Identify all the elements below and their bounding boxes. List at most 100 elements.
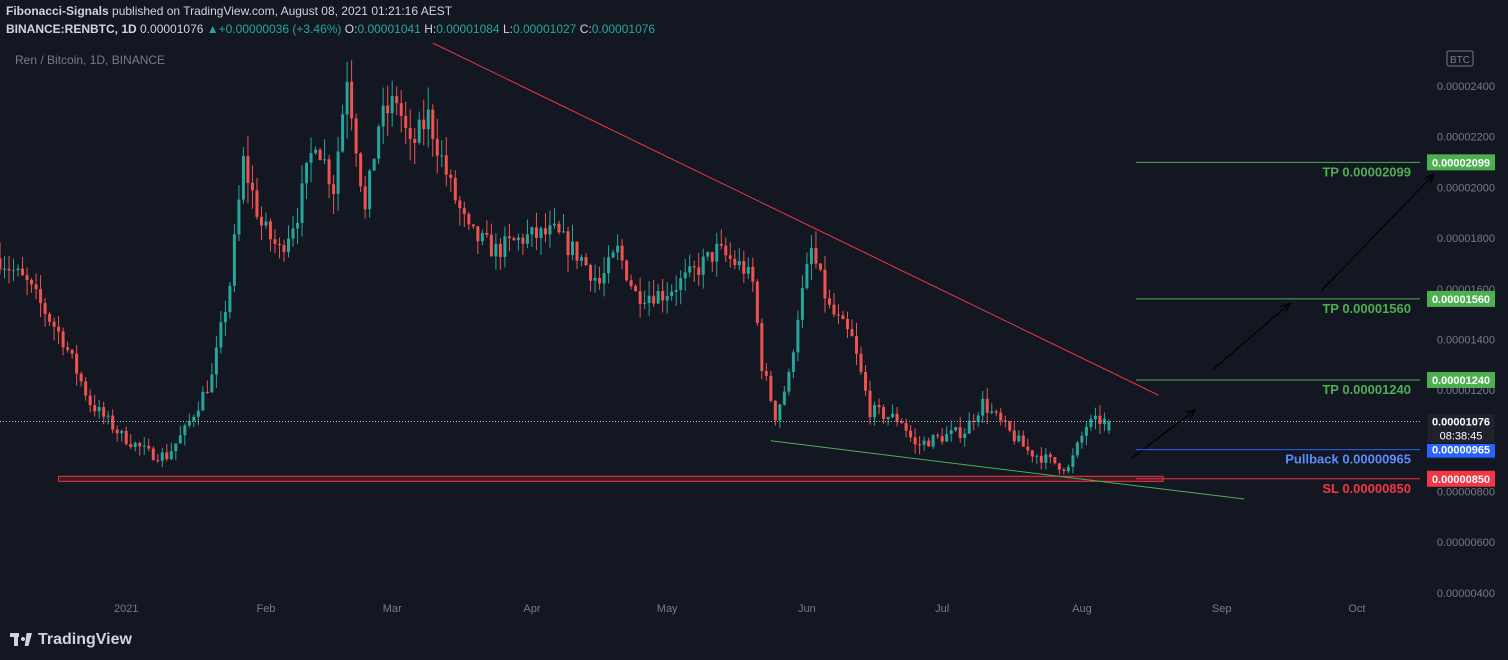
candle-body <box>751 266 755 282</box>
candle-body <box>79 373 83 382</box>
candle-body <box>187 420 191 426</box>
resistance-trendline[interactable] <box>432 43 1159 396</box>
candle-body <box>142 445 146 447</box>
candle-body <box>485 232 489 235</box>
candle-body <box>390 96 394 114</box>
candle-body <box>994 411 998 413</box>
candle-body <box>241 156 245 200</box>
target-arrow[interactable] <box>1212 304 1290 371</box>
candle-body <box>201 391 205 411</box>
x-tick-label: Aug <box>1072 603 1092 615</box>
candle-body <box>417 119 421 143</box>
open-label: O: <box>344 22 358 36</box>
candle-body <box>873 405 877 418</box>
candle-body <box>1089 419 1093 427</box>
tradingview-brand[interactable]: TradingView <box>10 631 132 649</box>
candle-body <box>102 407 106 417</box>
candle-body <box>422 119 426 130</box>
level-label: TP 0.00002099 <box>1322 164 1411 179</box>
candle-body <box>674 290 678 292</box>
author-name[interactable]: Fibonacci-Signals <box>6 4 109 18</box>
candle-body <box>814 248 818 264</box>
target-arrow[interactable] <box>1131 410 1194 459</box>
close-label: C: <box>579 22 592 36</box>
candle-body <box>539 228 543 239</box>
candle-body <box>426 109 430 130</box>
candle-body <box>129 444 133 447</box>
candle-body <box>543 228 547 235</box>
candle-body <box>922 440 926 445</box>
price-chart[interactable]: TP 0.00002099 TP 0.00001560 TP 0.00001240 P… <box>0 43 1508 625</box>
candle-body <box>345 81 349 115</box>
candle-body <box>377 126 381 159</box>
candle-body <box>967 420 971 434</box>
candle-body <box>503 236 507 257</box>
candle-body <box>1021 435 1025 447</box>
x-axis: 2021 Feb Mar Apr May Jun Jul Aug Sep Oct <box>114 603 1365 615</box>
candle-body <box>255 190 259 217</box>
candle-body <box>404 115 408 128</box>
candle-body <box>827 298 831 305</box>
candle-body <box>507 236 511 239</box>
target-arrow[interactable] <box>1320 175 1434 292</box>
low-label: L: <box>502 22 513 36</box>
candle-body <box>679 278 683 291</box>
candle-body <box>985 398 989 413</box>
candle-body <box>192 416 196 421</box>
candle-body <box>809 248 813 265</box>
candle-body <box>327 159 331 185</box>
last-price: 0.00001076 <box>140 22 204 36</box>
candle-body <box>764 371 768 376</box>
candle-body <box>692 266 696 268</box>
candle-body <box>746 266 750 274</box>
candle-body <box>571 241 575 256</box>
candle-body <box>1075 442 1079 456</box>
candle-body <box>805 264 809 288</box>
candle-body <box>1107 421 1111 431</box>
candle-body <box>106 415 110 417</box>
candle-body <box>174 443 178 452</box>
candle-body <box>877 405 881 408</box>
candle-body <box>737 261 741 266</box>
candle-body <box>259 216 263 226</box>
candle-body <box>710 252 714 262</box>
candle-body <box>697 267 701 275</box>
candle-body <box>282 245 286 252</box>
x-tick-label: 2021 <box>114 603 138 615</box>
candle-body <box>84 381 88 396</box>
price-badge <box>1427 371 1495 388</box>
support-trendline[interactable] <box>770 440 1245 500</box>
candle-body <box>408 127 412 139</box>
price-badge <box>1427 154 1495 171</box>
support-zone <box>58 475 1164 482</box>
candle-body <box>918 444 922 446</box>
candle-body <box>1098 415 1102 425</box>
support-zone-rect[interactable] <box>58 475 1164 482</box>
y-tick-label: 0.00001200 <box>1437 385 1495 397</box>
bar-countdown-label: 08:38:45 <box>1440 431 1483 443</box>
candle-body <box>990 411 994 413</box>
candle-body <box>728 255 732 259</box>
candle-body <box>818 263 822 270</box>
candle-body <box>178 435 182 444</box>
level-label: SL 0.00000850 <box>1322 481 1411 496</box>
candle-body <box>323 159 327 161</box>
chart-title: Ren / Bitcoin, 1D, BINANCE <box>15 53 165 67</box>
candle-body <box>1008 421 1012 431</box>
candle-body <box>471 224 475 227</box>
x-tick-label: May <box>657 603 678 615</box>
currency-badge-frame[interactable] <box>1446 50 1474 67</box>
candle-body <box>453 177 457 201</box>
price-badge <box>1427 290 1495 307</box>
price-badge-label: 0.00000965 <box>1432 445 1490 457</box>
candle-body <box>864 372 868 391</box>
level-label: TP 0.00001560 <box>1322 301 1411 316</box>
candle-body <box>25 275 29 280</box>
x-tick-label: Feb <box>256 603 275 615</box>
candle-body <box>1030 450 1034 457</box>
candle-body <box>652 295 656 304</box>
candle-body <box>133 442 137 447</box>
x-tick-label: Mar <box>383 603 402 615</box>
candle-body <box>1053 457 1057 464</box>
y-tick-label: 0.00000600 <box>1437 537 1495 549</box>
